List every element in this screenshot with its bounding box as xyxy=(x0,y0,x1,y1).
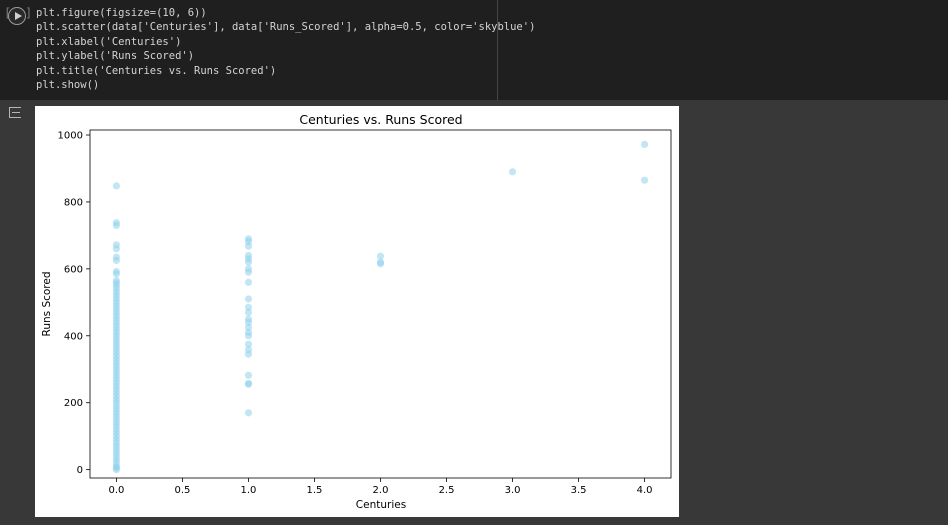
data-point xyxy=(244,303,253,311)
code-line: plt.title('Centuries vs. Runs Scored') xyxy=(36,64,277,77)
data-point xyxy=(244,380,253,388)
data-point xyxy=(244,371,253,379)
y-tick-label: 1000 xyxy=(58,131,83,142)
data-point xyxy=(508,168,517,176)
cell-gutter: [ ] xyxy=(0,0,33,100)
data-point xyxy=(244,308,253,316)
x-tick-label: 3.0 xyxy=(505,485,521,496)
y-tick-label: 600 xyxy=(64,264,83,275)
code-line: plt.show() xyxy=(36,79,100,92)
run-cell-button[interactable] xyxy=(8,7,26,25)
y-tick-label: 200 xyxy=(64,398,83,409)
data-point xyxy=(112,270,120,278)
data-point xyxy=(112,466,120,474)
data-point xyxy=(376,252,385,260)
data-point xyxy=(244,332,253,340)
data-point xyxy=(244,268,253,276)
x-tick-label: 2.0 xyxy=(373,485,389,496)
x-tick-label: 2.5 xyxy=(439,485,455,496)
plot-frame xyxy=(89,129,672,479)
data-point xyxy=(112,256,120,265)
y-tick-label: 0 xyxy=(77,465,83,476)
data-point xyxy=(244,258,253,266)
x-tick-label: 4.0 xyxy=(637,485,653,496)
data-point xyxy=(244,340,253,348)
y-axis-label: Runs Scored xyxy=(41,271,53,336)
cell-divider xyxy=(497,0,498,100)
scatter-points xyxy=(112,140,649,474)
code-line: plt.scatter(data['Centuries'], data['Run… xyxy=(36,21,536,34)
x-tick-label: 3.5 xyxy=(571,485,587,496)
cell-bracket-right: ] xyxy=(25,6,33,20)
output-figure: Centuries vs. Runs Scored 0.0 0.5 1.0 1.5 2.… xyxy=(35,106,679,517)
data-point xyxy=(244,278,253,286)
y-tick-label: 800 xyxy=(64,197,83,208)
data-point xyxy=(244,295,253,303)
y-tick-label: 400 xyxy=(64,331,83,342)
code-line: plt.figure(figsize=(10, 6)) xyxy=(36,7,207,19)
data-point xyxy=(244,318,253,326)
x-tick-label: 1.0 xyxy=(241,485,257,496)
x-tick-label: 0.0 xyxy=(108,485,124,496)
data-point xyxy=(112,221,120,229)
data-point xyxy=(244,323,253,331)
code-editor[interactable]: plt.figure(figsize=(10, 6)) plt.scatter(d… xyxy=(36,6,535,92)
x-axis-label: Centuries xyxy=(356,499,406,511)
data-point xyxy=(244,409,253,417)
x-axis-ticks: 0.0 0.5 1.0 1.5 2.0 2.5 3.0 3.5 4.0 xyxy=(108,478,653,496)
chart-title: Centuries vs. Runs Scored xyxy=(299,112,462,127)
code-cell[interactable]: [ ] plt.figure(figsize=(10, 6)) plt.scatt… xyxy=(0,0,948,100)
output-icon[interactable] xyxy=(9,107,21,118)
data-point xyxy=(112,182,120,190)
data-point xyxy=(376,260,385,268)
data-point xyxy=(112,245,120,253)
output-gutter xyxy=(0,100,30,525)
data-point xyxy=(641,176,649,184)
x-tick-label: 1.5 xyxy=(307,485,323,496)
x-tick-label: 0.5 xyxy=(174,485,190,496)
data-point xyxy=(244,350,253,358)
code-line: plt.ylabel('Runs Scored') xyxy=(36,50,195,63)
cell-bracket-left: [ xyxy=(4,6,11,20)
code-line: plt.xlabel('Centuries') xyxy=(36,35,182,48)
data-point xyxy=(244,242,253,250)
y-axis-ticks: 0 200 400 600 800 1000 xyxy=(58,131,90,476)
scatter-chart: Centuries vs. Runs Scored 0.0 0.5 1.0 1.5 2.… xyxy=(41,112,672,511)
data-point xyxy=(641,140,649,148)
